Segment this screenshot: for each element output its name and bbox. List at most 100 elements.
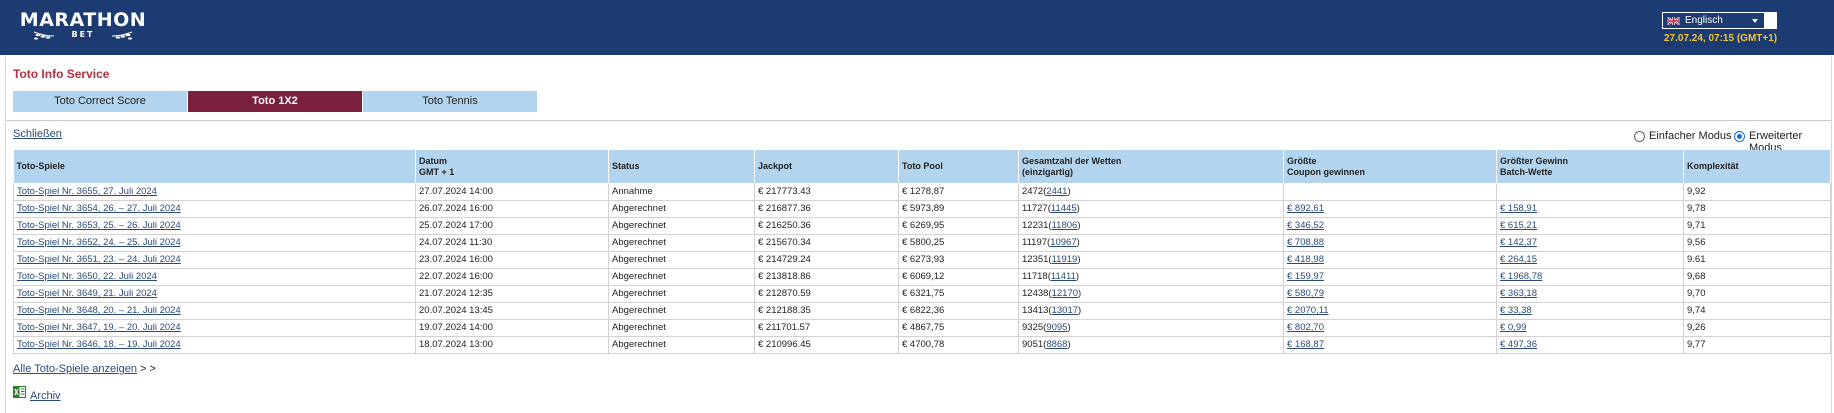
game-link[interactable]: Toto-Spiel Nr. 3650, 22. Juli 2024 bbox=[17, 271, 157, 282]
status-value: Annahme bbox=[612, 185, 653, 197]
unique-bets-link[interactable]: 9095 bbox=[1046, 322, 1068, 333]
paren-close: ) bbox=[1075, 271, 1080, 282]
coupon-link[interactable]: € 168,87 bbox=[1287, 339, 1324, 350]
unique-bets-link[interactable]: 11445 bbox=[1050, 203, 1077, 214]
game-cell: Toto-Spiel Nr. 3651, 23. – 24. Juli 2024 bbox=[13, 251, 416, 269]
game-link[interactable]: Toto-Spiel Nr. 3646, 18. – 19. Juli 2024 bbox=[17, 339, 181, 350]
tab-toto-correct-score[interactable]: Toto Correct Score bbox=[13, 91, 187, 112]
coupon-link[interactable]: € 346,52 bbox=[1287, 220, 1324, 231]
coupon-cell: € 418,98 bbox=[1283, 251, 1497, 269]
unique-bets-link[interactable]: 11411 bbox=[1050, 271, 1076, 282]
archive-link[interactable]: Archiv bbox=[30, 390, 61, 402]
bets-total: 12231 bbox=[1022, 220, 1049, 231]
status-value: Abgerechnet bbox=[612, 322, 666, 333]
status-value: Abgerechnet bbox=[612, 288, 666, 299]
batch-link[interactable]: € 264,15 bbox=[1500, 254, 1537, 265]
game-link[interactable]: Toto-Spiel Nr. 3654, 26. – 27. Juli 2024 bbox=[17, 203, 181, 214]
paren-open: ( bbox=[1047, 271, 1051, 282]
excel-file-icon[interactable] bbox=[13, 386, 26, 398]
current-datetime: 27.07.24, 07:15 (GMT+1) bbox=[1664, 33, 1778, 44]
complexity-value: 9,70 bbox=[1687, 288, 1706, 299]
batch-link[interactable]: € 1968,78 bbox=[1500, 271, 1543, 282]
unique-bets-link[interactable]: 11806 bbox=[1051, 220, 1078, 231]
table-row: Toto-Spiel Nr. 3655, 27. Juli 2024 27.07.… bbox=[13, 183, 1831, 201]
batch-link[interactable]: € 158,91 bbox=[1500, 203, 1537, 214]
coupon-link[interactable]: € 708,88 bbox=[1287, 237, 1324, 248]
section-title: Toto Info Service bbox=[13, 67, 110, 81]
bets-cell: 12351(11919) bbox=[1018, 251, 1284, 269]
batch-link[interactable]: € 0,99 bbox=[1500, 322, 1527, 333]
date-cell: 19.07.2024 14:00 bbox=[415, 319, 609, 337]
bets-cell: 11718(11411) bbox=[1018, 268, 1284, 286]
game-link[interactable]: Toto-Spiel Nr. 3653, 25. – 26. Juli 2024 bbox=[17, 220, 181, 231]
table-row: Toto-Spiel Nr. 3652, 24. – 25. Juli 2024… bbox=[13, 234, 1831, 252]
game-link[interactable]: Toto-Spiel Nr. 3652, 24. – 25. Juli 2024 bbox=[17, 237, 181, 248]
coupon-link[interactable]: € 418,98 bbox=[1287, 254, 1324, 265]
bets-cell: 12438(12170) bbox=[1018, 285, 1284, 303]
tab-toto-tennis[interactable]: Toto Tennis bbox=[363, 91, 537, 112]
coupon-link[interactable]: € 2070,11 bbox=[1287, 305, 1329, 316]
unique-bets-link[interactable]: 8868 bbox=[1046, 339, 1068, 350]
jackpot-value: € 212188.35 bbox=[758, 305, 811, 316]
close-link[interactable]: Schließen bbox=[13, 128, 62, 140]
complexity-value: 9,92 bbox=[1687, 185, 1706, 197]
coupon-link[interactable]: € 802,70 bbox=[1287, 322, 1324, 333]
date-cell: 18.07.2024 13:00 bbox=[415, 336, 609, 354]
jackpot-cell: € 216877.36 bbox=[754, 200, 899, 218]
coupon-link[interactable]: € 580,79 bbox=[1287, 288, 1324, 299]
game-link[interactable]: Toto-Spiel Nr. 3649, 21. Juli 2024 bbox=[17, 288, 157, 299]
laurel-right-icon bbox=[111, 31, 133, 40]
paren-open: ( bbox=[1043, 185, 1047, 197]
paren-close: ) bbox=[1076, 203, 1080, 214]
status-cell: Abgerechnet bbox=[608, 234, 755, 252]
date-value: 18.07.2024 13:00 bbox=[419, 339, 493, 350]
pool-value: € 5800,25 bbox=[902, 237, 945, 248]
batch-cell: € 142,37 bbox=[1496, 234, 1684, 252]
pool-value: € 6269,95 bbox=[902, 220, 945, 231]
complexity-cell: 9,78 bbox=[1683, 200, 1831, 218]
game-link[interactable]: Toto-Spiel Nr. 3655, 27. Juli 2024 bbox=[17, 185, 157, 197]
batch-link[interactable]: € 615,21 bbox=[1500, 220, 1537, 231]
batch-link[interactable]: € 33,38 bbox=[1500, 305, 1532, 316]
header-complexity: Komplexität bbox=[1683, 150, 1831, 183]
status-value: Abgerechnet bbox=[612, 339, 666, 350]
unique-bets-link[interactable]: 13017 bbox=[1051, 305, 1079, 316]
date-value: 20.07.2024 13:45 bbox=[419, 305, 493, 316]
batch-cell: € 264,15 bbox=[1496, 251, 1684, 269]
game-link[interactable]: Toto-Spiel Nr. 3648, 20. – 21. Juli 2024 bbox=[17, 305, 181, 316]
coupon-link[interactable]: € 892,61 bbox=[1287, 203, 1324, 214]
status-cell: Annahme bbox=[608, 183, 755, 201]
language-select[interactable]: Englisch bbox=[1662, 12, 1777, 29]
paren-open: ( bbox=[1047, 203, 1051, 214]
paren-open: ( bbox=[1043, 339, 1047, 350]
game-link[interactable]: Toto-Spiel Nr. 3651, 23. – 24. Juli 2024 bbox=[17, 254, 181, 265]
batch-link[interactable]: € 363,18 bbox=[1500, 288, 1537, 299]
unique-bets-link[interactable]: 10967 bbox=[1050, 237, 1077, 248]
status-value: Abgerechnet bbox=[612, 254, 666, 265]
bets-total: 12438 bbox=[1022, 288, 1049, 299]
game-link[interactable]: Toto-Spiel Nr. 3647, 19. – 20. Juli 2024 bbox=[17, 322, 181, 333]
date-cell: 23.07.2024 16:00 bbox=[415, 251, 609, 269]
all-games-link[interactable]: Alle Toto-Spiele anzeigen bbox=[13, 363, 137, 375]
marathon-bet-logo[interactable]: MARATHON BET bbox=[18, 10, 148, 44]
batch-link[interactable]: € 142,37 bbox=[1500, 237, 1537, 248]
table-row: Toto-Spiel Nr. 3653, 25. – 26. Juli 2024… bbox=[13, 217, 1831, 235]
pool-cell: € 1278,87 bbox=[898, 183, 1019, 201]
logo-sub-text: BET bbox=[71, 30, 95, 39]
batch-cell: € 615,21 bbox=[1496, 217, 1684, 235]
header-total-bets: Gesamtzahl der Wetten (einzigartig) bbox=[1018, 150, 1284, 183]
tab-toto-1x2[interactable]: Toto 1X2 bbox=[188, 91, 362, 112]
jackpot-cell: € 213818.86 bbox=[754, 268, 899, 286]
batch-link[interactable]: € 497,36 bbox=[1500, 339, 1537, 350]
unique-bets-link[interactable]: 2441 bbox=[1046, 185, 1068, 197]
bets-total: 11727 bbox=[1022, 203, 1048, 214]
coupon-link[interactable]: € 159,97 bbox=[1287, 271, 1324, 282]
complexity-cell: 9,74 bbox=[1683, 302, 1831, 320]
unique-bets-link[interactable]: 11919 bbox=[1051, 254, 1078, 265]
unique-bets-link[interactable]: 12170 bbox=[1051, 288, 1079, 299]
paren-open: ( bbox=[1048, 305, 1052, 316]
complexity-cell: 9,70 bbox=[1683, 285, 1831, 303]
simple-mode-radio[interactable] bbox=[1634, 131, 1645, 142]
site-header: MARATHON BET Englisch bbox=[0, 0, 1834, 55]
extended-mode-radio[interactable] bbox=[1734, 131, 1745, 142]
